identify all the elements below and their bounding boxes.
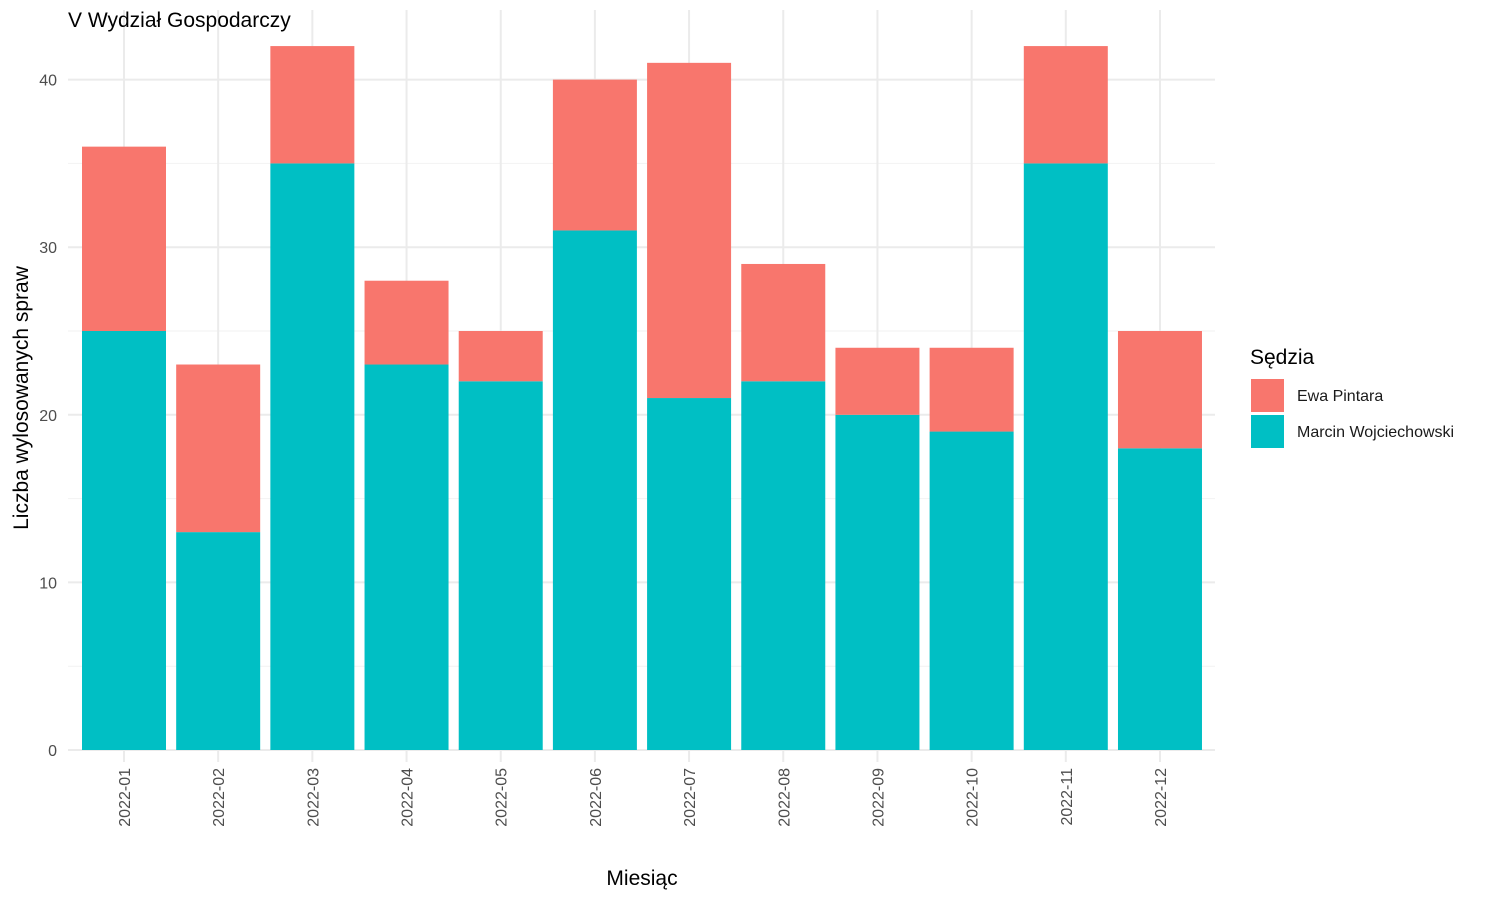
x-axis-title: Miesiąc [606,867,677,890]
bar-segment [82,331,166,750]
bar-segment [176,364,261,533]
y-tick-label: 10 [39,575,57,592]
x-tick-label: 2022-08 [776,768,793,827]
x-tick-label: 2022-02 [211,768,228,827]
y-axis-title: Liczba wylosowanych spraw [10,265,33,530]
x-tick-label: 2022-10 [965,768,982,827]
bar-segment [647,62,732,399]
x-tick-label: 2022-01 [117,768,134,827]
bar-segment [741,381,826,750]
bar-segment [270,163,355,750]
y-tick-label: 20 [39,408,57,425]
y-tick-label: 40 [39,73,57,90]
bar-segment [929,347,1014,432]
x-tick-label: 2022-11 [1059,768,1076,826]
bar-segment [1117,448,1202,750]
bar-segment [647,398,732,750]
bar-segment [458,381,543,750]
bar-segment [835,414,920,750]
bar-segment [364,280,449,365]
bar-segment [552,230,637,750]
x-tick-label: 2022-09 [870,768,887,827]
legend-title: Sędzia [1250,346,1315,369]
bar-segment [270,46,355,164]
y-axis-ticks: 0 10 20 30 40 [39,73,57,760]
bar-segment [1023,163,1108,750]
x-tick-label: 2022-04 [400,768,417,827]
x-tick-label: 2022-06 [588,768,605,827]
bar-segment [741,263,826,382]
bar-segment [82,146,166,331]
bar-segment [1117,331,1202,449]
x-tick-label: 2022-07 [682,768,699,827]
bar-segment [176,532,261,750]
x-tick-label: 2022-03 [305,768,322,827]
bar-segment [364,364,449,750]
legend-label: Marcin Wojciechowski [1297,424,1454,441]
legend-key [1251,415,1284,448]
x-axis-ticks: 2022-01 2022-02 2022-03 2022-04 2022-05 2022-… [117,768,1170,827]
bar-segment [552,79,637,231]
legend: Sędzia Ewa Pintara Marcin Wojciechowski [1250,346,1454,448]
y-tick-label: 30 [39,240,57,257]
chart-title: V Wydział Gospodarczy [68,9,291,32]
legend-label: Ewa Pintara [1297,388,1383,405]
bars [82,46,1202,750]
bar-segment [1023,46,1108,164]
bar-segment [929,431,1014,750]
y-tick-label: 0 [48,743,57,760]
x-tick-label: 2022-05 [494,768,511,827]
legend-key [1251,379,1284,412]
bar-segment [835,347,920,415]
bar-segment [458,331,543,382]
x-tick-label: 2022-12 [1153,768,1170,827]
